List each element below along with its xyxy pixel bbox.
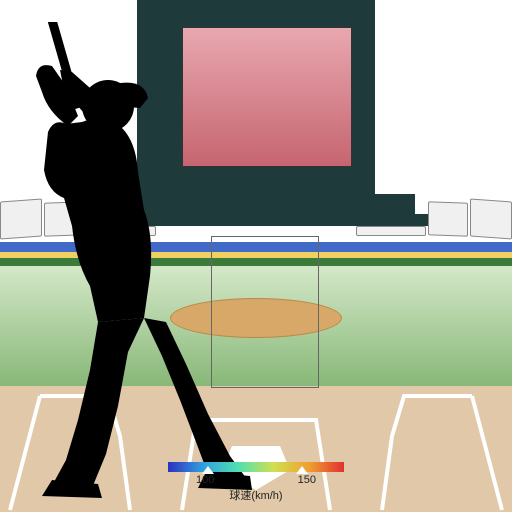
velocity-legend: 100 150 球速(km/h)	[168, 462, 344, 503]
seat-block	[44, 201, 84, 236]
seat-block	[0, 199, 42, 240]
seat-block	[470, 199, 512, 240]
velocity-tick-150: 150	[298, 474, 316, 486]
seat-block	[356, 226, 426, 236]
velocity-tick-100: 100	[196, 474, 214, 486]
velocity-ticks: 100 150	[168, 474, 344, 486]
velocity-label: 球速(km/h)	[168, 487, 344, 503]
pitch-chart-scene: 100 150 球速(km/h)	[0, 0, 512, 512]
scoreboard-screen	[182, 27, 352, 167]
velocity-colorbar	[168, 462, 344, 472]
seat-block	[428, 201, 468, 236]
strike-zone	[211, 236, 319, 388]
seat-block	[86, 226, 156, 236]
